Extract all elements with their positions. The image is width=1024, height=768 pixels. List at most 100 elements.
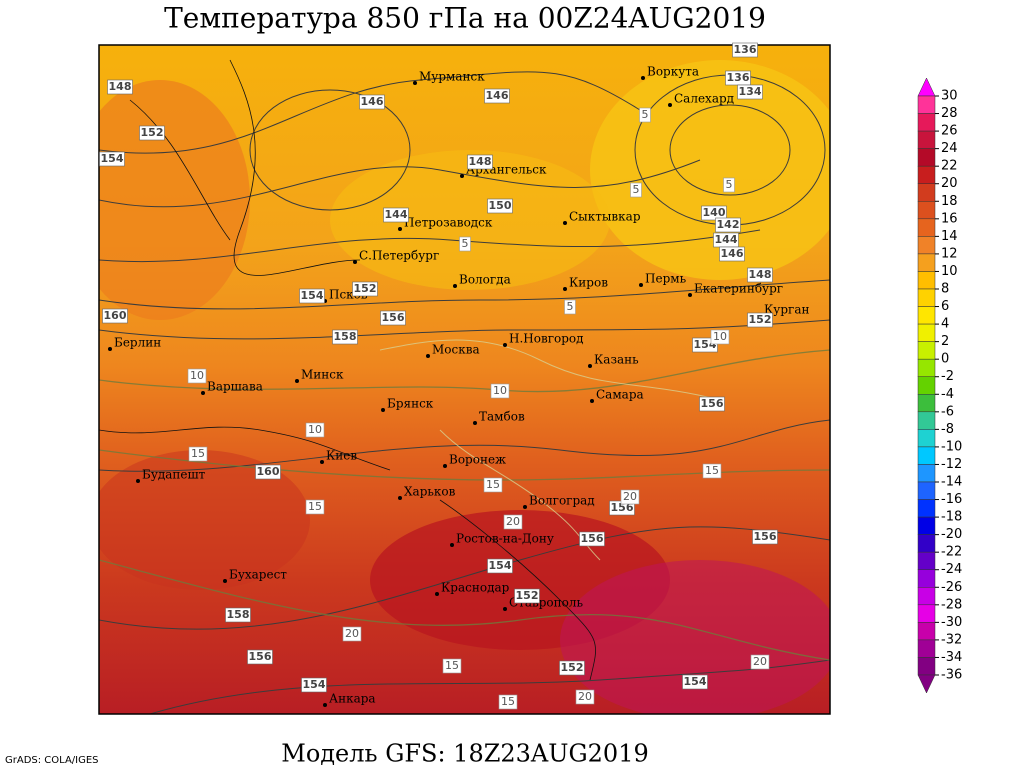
city-label: Салехард xyxy=(674,92,734,106)
isotherm-label-box xyxy=(483,477,503,493)
city-label: Минск xyxy=(301,368,344,382)
map-labels: Мурманск ВоркутаСалехардАрхангельскСыктыв… xyxy=(99,42,809,710)
colorbar-band xyxy=(917,376,936,395)
contour-label-box xyxy=(514,588,540,604)
contour-label: 152 xyxy=(561,661,584,674)
colorbar-label: 4 xyxy=(941,317,949,332)
colorbar-band xyxy=(917,622,936,641)
isotherm-label-box xyxy=(342,626,362,642)
colorbar-band xyxy=(917,604,936,623)
city-label: Курган xyxy=(764,303,809,317)
contour-label: 144 xyxy=(715,233,738,246)
colorbar-label: 18 xyxy=(941,194,958,209)
contour-label-box xyxy=(99,151,125,167)
city-label: Киров xyxy=(569,276,608,290)
contour-label: 152 xyxy=(141,126,164,139)
colorbar-label: -12 xyxy=(941,457,962,472)
colorbar-label: -24 xyxy=(941,562,962,577)
contour-label: 136 xyxy=(727,71,750,84)
contour-label-box xyxy=(107,79,133,95)
colorbar-label: -30 xyxy=(941,615,962,630)
contour-label: 156 xyxy=(754,530,777,543)
city-dot xyxy=(426,354,430,358)
city-dot xyxy=(563,221,567,225)
colorbar-label: 20 xyxy=(941,176,958,191)
isotherm-label-box xyxy=(575,689,595,705)
city-dot xyxy=(223,579,227,583)
city-dot xyxy=(503,343,507,347)
city-dot xyxy=(323,703,327,707)
city-label: С.Петербург xyxy=(359,249,439,263)
colorbar-band xyxy=(917,271,936,290)
city-dot xyxy=(201,391,205,395)
isotherm-label: 20 xyxy=(506,515,520,528)
city-dot xyxy=(563,287,567,291)
isotherm-label: 15 xyxy=(445,659,459,672)
city-dot xyxy=(443,464,447,468)
colorbar-label: -16 xyxy=(941,492,962,507)
colorbar-band xyxy=(917,113,936,132)
isotherm-label-box xyxy=(459,236,471,252)
colorbar-label: 2 xyxy=(941,334,949,349)
isotherm-label-box xyxy=(498,694,518,710)
map-frame xyxy=(98,44,831,715)
colorbar-band xyxy=(917,499,936,518)
contour-label: 158 xyxy=(334,330,357,343)
isotherm-label: 15 xyxy=(486,478,500,491)
city-label: Воркута xyxy=(647,65,699,79)
city-dot xyxy=(435,592,439,596)
contour-label: 148 xyxy=(109,80,132,93)
isotherm-label-box xyxy=(620,489,640,505)
colorbar-label: -4 xyxy=(941,387,954,402)
isotherm-label: 20 xyxy=(623,490,637,503)
colorbar-band xyxy=(917,534,936,553)
contour-label-box xyxy=(699,396,725,412)
city-label: Пермь xyxy=(645,272,687,286)
city-label: Мурманск xyxy=(419,70,485,84)
contour-label: 152 xyxy=(516,589,539,602)
city-label: Анкара xyxy=(329,692,376,706)
city-label: Москва xyxy=(432,343,480,357)
model-footer: Модель GFS: 18Z23AUG2019 xyxy=(281,740,649,768)
contour-label: 156 xyxy=(249,650,272,663)
contour-label: 144 xyxy=(385,208,408,221)
isotherm-label-box xyxy=(723,177,735,193)
city-dot xyxy=(503,607,507,611)
contour-label-box xyxy=(383,207,409,223)
contour-label-box xyxy=(559,660,585,676)
contour-label-box xyxy=(732,42,758,58)
colorbar-label: -18 xyxy=(941,510,962,525)
map-title: Температура 850 гПа на 00Z24AUG2019 xyxy=(164,2,766,35)
colorbar-band xyxy=(917,394,936,413)
contour-label-box xyxy=(255,464,281,480)
contour-label-box xyxy=(752,529,778,545)
city-dot xyxy=(590,399,594,403)
contour-label: 146 xyxy=(361,95,384,108)
map-field xyxy=(99,45,830,714)
isotherm-label-box xyxy=(702,463,722,479)
colorbar-label: -6 xyxy=(941,404,954,419)
isotherm-label: 10 xyxy=(190,369,204,382)
contour-label-box xyxy=(487,198,513,214)
isotherm-label: 15 xyxy=(705,464,719,477)
colorbar-label: -2 xyxy=(941,369,954,384)
colorbar-band xyxy=(917,516,936,535)
isotherm-label-box xyxy=(442,658,462,674)
contour-label-box xyxy=(380,310,406,326)
city-label: Бухарест xyxy=(229,568,287,582)
city-dot xyxy=(453,284,457,288)
credit: GrADS: COLA/IGES xyxy=(5,755,99,766)
colorbar-label: -34 xyxy=(941,650,962,665)
colorbar-label: -22 xyxy=(941,545,962,560)
colorbar-band xyxy=(917,587,936,606)
colorbar-label: 16 xyxy=(941,211,958,226)
contour-label: 156 xyxy=(581,532,604,545)
city-dot xyxy=(136,479,140,483)
contour-label: 136 xyxy=(734,43,757,56)
colorbar-label: 26 xyxy=(941,124,958,139)
city-label: Ростов-на-Дону xyxy=(456,532,554,546)
city-dot xyxy=(641,76,645,80)
isotherm-label: 5 xyxy=(633,183,640,196)
contour-label: 152 xyxy=(749,313,772,326)
